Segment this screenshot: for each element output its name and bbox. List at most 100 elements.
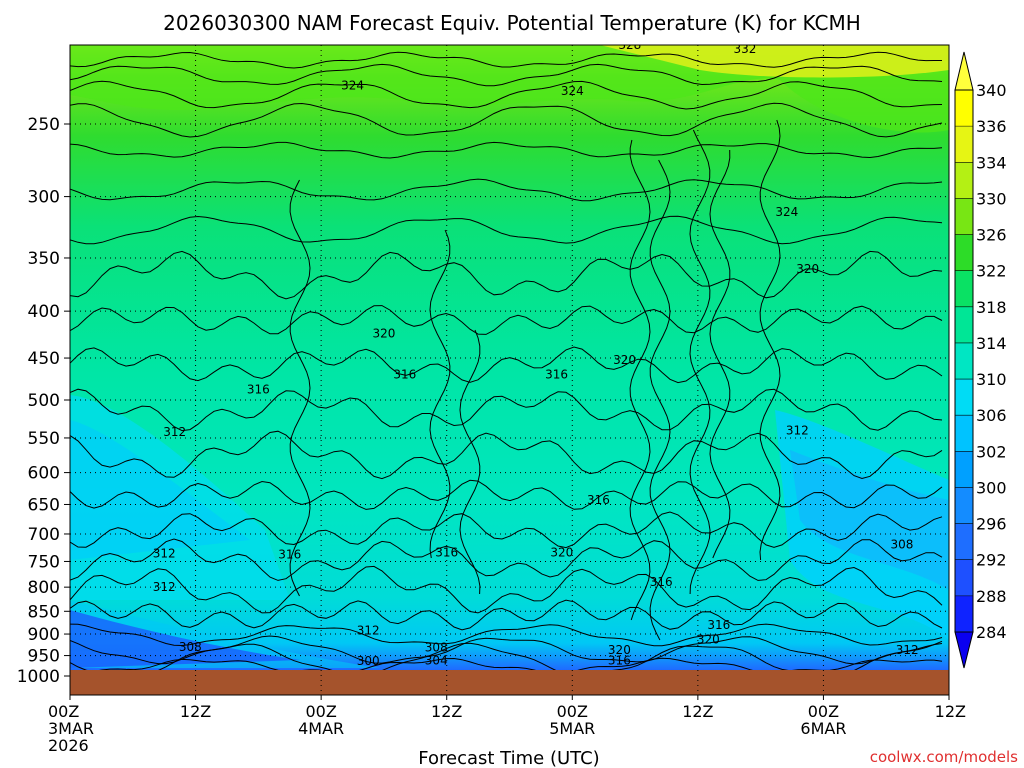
contour-label: 304	[425, 654, 448, 668]
colorbar-swatch	[955, 487, 973, 525]
y-tick-label: 600	[28, 464, 60, 484]
contour-label: 316	[435, 545, 458, 559]
contour-line	[70, 388, 943, 432]
contour-line	[70, 511, 943, 549]
x-tick-label: 12Z	[935, 702, 966, 721]
contour-line	[70, 141, 943, 159]
contour-label: 312	[163, 425, 186, 439]
y-tick-label: 250	[28, 115, 60, 135]
contour-line	[70, 657, 943, 675]
contour-line	[709, 149, 731, 559]
y-tick-label: 900	[28, 625, 60, 645]
contour-line	[70, 250, 943, 300]
contour-label: 324	[561, 84, 584, 98]
x-axis-title: Forecast Time (UTC)	[418, 748, 599, 768]
colorbar-swatch	[955, 198, 973, 236]
x-tick-label: 5MAR	[549, 719, 595, 738]
contour-line	[649, 159, 671, 641]
colorbar-swatch	[955, 162, 973, 199]
colorbar-label: 302	[976, 442, 1007, 461]
contour-label: 320	[697, 632, 720, 646]
contour-label: 308	[425, 641, 448, 655]
colorbar-swatch	[955, 523, 973, 561]
contour-line	[70, 305, 943, 335]
colorbar-swatch	[955, 415, 973, 452]
y-tick-label: 300	[28, 188, 60, 208]
x-tick-label: 00Z	[48, 702, 79, 721]
colorbar-swatch	[955, 90, 973, 127]
colorbar-swatch	[955, 379, 973, 416]
cool-region-right-core	[790, 450, 949, 590]
y-tick-label: 1000	[17, 667, 60, 687]
colorbar-swatch	[955, 270, 973, 308]
contour-label: 312	[153, 580, 176, 594]
contour-label: 316	[247, 383, 270, 397]
colorbar-label: 310	[976, 370, 1007, 389]
contour-label: 320	[372, 326, 395, 340]
colorbar-label: 314	[976, 334, 1007, 353]
y-tick-label: 650	[28, 495, 60, 515]
x-gridlines	[195, 45, 824, 695]
x-tick-label: 12Z	[682, 702, 713, 721]
colorbar: 340 336 334 330 326 322 318 314 310 306 302 300 296 2…	[954, 51, 1007, 669]
x-tick-label: 12Z	[180, 702, 211, 721]
y-tick-label: 550	[28, 429, 60, 449]
contour-line	[70, 102, 943, 138]
colorbar-swatch	[955, 126, 973, 163]
contour-label: 312	[357, 623, 380, 637]
x-tick-label: 3MAR	[48, 719, 94, 738]
contour-label: 316	[707, 618, 730, 632]
contour-label: 312	[786, 424, 809, 438]
contour-line	[429, 229, 451, 559]
colorbar-swatch	[955, 306, 973, 344]
contour-label: 300	[357, 654, 380, 668]
cool-region-left-core	[70, 420, 250, 560]
colorbar-label: 340	[976, 81, 1007, 100]
contour-line	[459, 329, 481, 595]
contour-lines	[70, 51, 943, 678]
y-tick-label: 350	[28, 249, 60, 269]
colorbar-label: 336	[976, 117, 1007, 136]
colorbar-label: 306	[976, 406, 1007, 425]
contour-line	[689, 129, 711, 595]
colorbar-label: 334	[976, 153, 1007, 172]
colorbar-arrow-bottom	[954, 631, 974, 669]
y-tick-label: 700	[28, 525, 60, 545]
warmest-region-top	[600, 45, 949, 78]
colorbar-label: 326	[976, 226, 1007, 245]
x-tick-label: 4MAR	[298, 719, 344, 738]
colorbar-label: 288	[976, 587, 1007, 606]
colorbar-swatch	[955, 342, 973, 380]
contour-line	[629, 139, 651, 621]
contour-line	[70, 538, 943, 581]
contour-label: 308	[890, 538, 913, 552]
x-tick-label: 12Z	[431, 702, 462, 721]
plot-frame	[69, 44, 950, 696]
contour-label: 320	[550, 545, 573, 559]
contour-label: 328	[618, 38, 641, 52]
y-tick-label: 800	[28, 578, 60, 598]
contour-line	[70, 63, 943, 87]
contour-line	[70, 215, 943, 245]
colorbar-label: 284	[976, 623, 1007, 642]
colorbar-swatch	[955, 451, 973, 488]
contour-label: 324	[341, 79, 364, 93]
contour-label: 316	[278, 547, 301, 561]
contour-label: 316	[393, 368, 416, 382]
contour-label: 320	[608, 643, 631, 657]
colorbar-label: 318	[976, 298, 1007, 317]
contour-line	[70, 178, 943, 202]
contour-label: 320	[613, 353, 636, 367]
contour-line	[759, 119, 781, 561]
colorbar-swatch	[955, 234, 973, 272]
contour-line	[70, 599, 943, 631]
colorbar-label: 292	[976, 551, 1007, 570]
contour-label: 316	[587, 493, 610, 507]
y-tick-label: 450	[28, 349, 60, 369]
contour-label: 320	[796, 262, 819, 276]
contour-line	[70, 623, 943, 647]
y-tick-label: 400	[28, 302, 60, 322]
